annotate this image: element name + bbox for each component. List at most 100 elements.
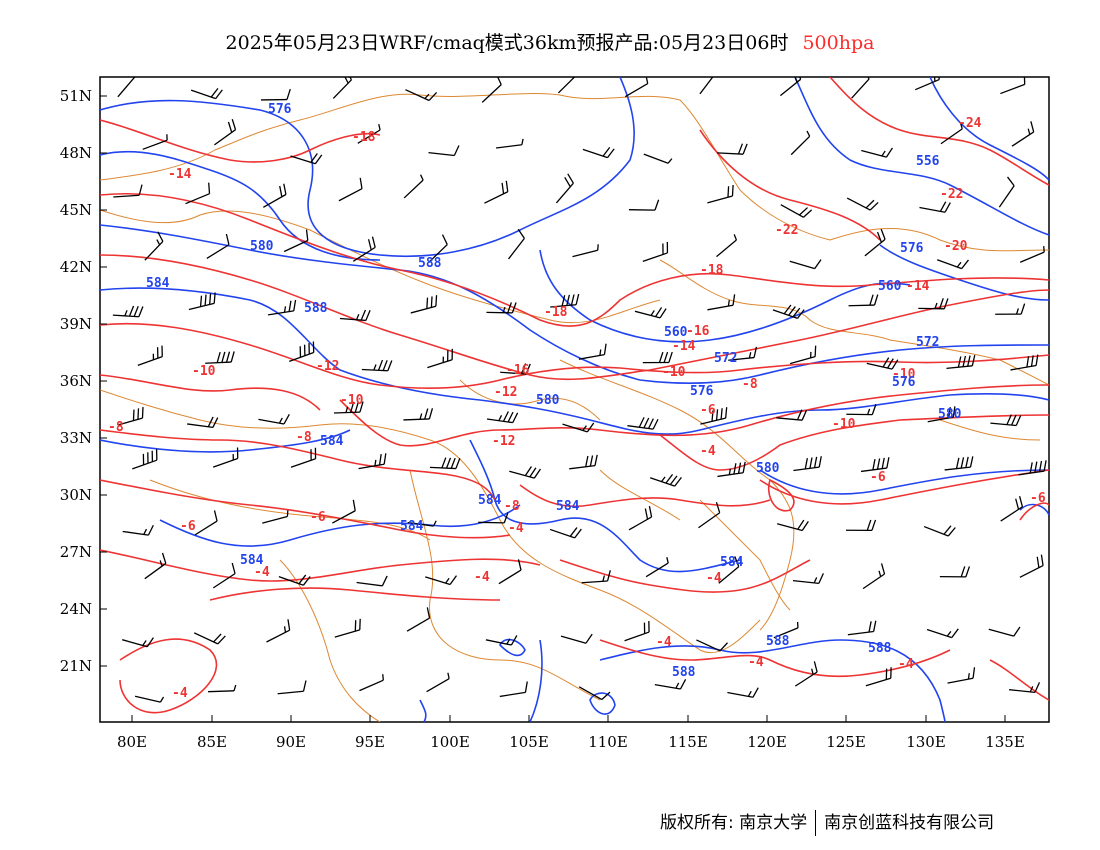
- wind-barb: [936, 259, 969, 270]
- wind-barb: [359, 674, 384, 692]
- wind-barb: [339, 309, 371, 322]
- wind-barb: [990, 414, 1022, 427]
- wind-barb: [578, 343, 607, 360]
- lon-axis: [131, 715, 1006, 722]
- wind-barb: [194, 510, 218, 536]
- wind-barb: [187, 416, 219, 429]
- temp-label: -4: [254, 565, 270, 580]
- height-label: 584: [240, 553, 264, 568]
- wind-barb: [403, 408, 434, 421]
- wind-barb: [357, 123, 381, 144]
- temp-label: -6: [870, 470, 886, 485]
- wind-barb: [428, 234, 448, 264]
- wind-barb: [1010, 354, 1039, 371]
- wind-barb: [144, 231, 164, 261]
- wind-barb: [654, 679, 687, 690]
- wind-barb: [582, 146, 615, 159]
- wind-barb: [262, 183, 287, 208]
- height-label: 572: [714, 351, 737, 366]
- wind-barb: [1018, 460, 1047, 476]
- wind-barb: [117, 407, 144, 426]
- wind-barb: [926, 628, 959, 639]
- wind-barb: [866, 357, 899, 370]
- lon-tick-label: 80E: [117, 733, 147, 751]
- temp-label: -8: [296, 430, 312, 445]
- wind-barb: [1000, 77, 1026, 95]
- wind-barb: [266, 619, 291, 643]
- wind-barb: [727, 687, 759, 698]
- wind-barb: [789, 259, 822, 270]
- temp-label: -8: [504, 499, 520, 514]
- wind-barb: [427, 348, 453, 369]
- wind-barb: [555, 173, 574, 204]
- chart-title: 2025年05月23日WRF/cmaq模式36km预报产品:05月23日06时 5…: [0, 28, 1100, 55]
- lat-tick-label: 51N: [60, 87, 92, 105]
- wind-barb: [338, 177, 363, 202]
- temp-label: -8: [742, 377, 758, 392]
- wind-barb: [918, 298, 949, 310]
- wind-barb: [560, 633, 593, 644]
- wind-barb: [550, 293, 580, 308]
- wind-barb: [642, 241, 669, 262]
- wind-barb: [205, 351, 235, 364]
- temp-label: -10: [892, 367, 916, 382]
- wind-barb: [628, 506, 653, 531]
- lat-tick-label: 33N: [60, 429, 92, 447]
- wind-barb: [428, 145, 460, 157]
- wind-barb: [628, 199, 660, 211]
- wind-barb: [290, 153, 323, 165]
- wind-barb: [846, 197, 879, 211]
- company-name: 南京创蓝科技有限公司: [824, 813, 995, 833]
- wind-barb: [643, 153, 673, 164]
- wind-barb: [508, 228, 525, 260]
- wind-barb: [578, 686, 611, 701]
- height-label: 584: [400, 519, 424, 534]
- wind-barb: [624, 621, 650, 642]
- wind-barb: [144, 552, 167, 580]
- wind-barb: [919, 201, 951, 213]
- wind-barb: [190, 87, 223, 100]
- wind-barb: [113, 184, 143, 198]
- temp-label: -14: [168, 167, 192, 182]
- wind-barb: [193, 632, 226, 645]
- lat-tick-label: 45N: [60, 201, 92, 219]
- wind-barb: [776, 519, 809, 532]
- height-label: 588: [418, 256, 442, 271]
- temp-label: -10: [662, 365, 686, 380]
- wind-barb: [352, 236, 376, 262]
- wind-barb: [334, 618, 361, 638]
- wind-barb: [779, 77, 802, 97]
- height-label: 580: [250, 239, 274, 254]
- wind-barb: [946, 354, 976, 370]
- wind-barb: [498, 559, 522, 585]
- wind-barb: [486, 411, 519, 424]
- lon-tick-label: 130E: [906, 733, 946, 751]
- wind-barb: [403, 174, 424, 199]
- temp-label: -4: [508, 521, 524, 536]
- height-label: 560: [878, 279, 902, 294]
- lat-tick-label: 48N: [60, 144, 92, 162]
- wind-barb: [277, 680, 307, 695]
- temp-label: -12: [494, 385, 517, 400]
- height-label: 584: [720, 555, 744, 570]
- wind-barb: [947, 667, 976, 684]
- temp-label: -24: [958, 116, 982, 131]
- lon-tick-label: 105E: [509, 733, 549, 751]
- wind-barb: [142, 134, 168, 150]
- wind-barb: [698, 502, 721, 529]
- wind-barb: [939, 566, 971, 578]
- wind-barb: [772, 304, 805, 319]
- wind-barb: [864, 228, 886, 257]
- wind-barb: [649, 473, 682, 487]
- wind-barb: [410, 295, 438, 314]
- height-label: 576: [900, 241, 924, 256]
- wind-barb: [988, 626, 1021, 637]
- wind-barb: [212, 562, 236, 589]
- temp-label: -22: [940, 187, 963, 202]
- wind-barb: [361, 359, 393, 372]
- wind-barb: [426, 672, 450, 693]
- height-label: 584: [146, 276, 170, 291]
- lon-tick-label: 95E: [355, 733, 385, 751]
- wind-barb: [793, 456, 822, 472]
